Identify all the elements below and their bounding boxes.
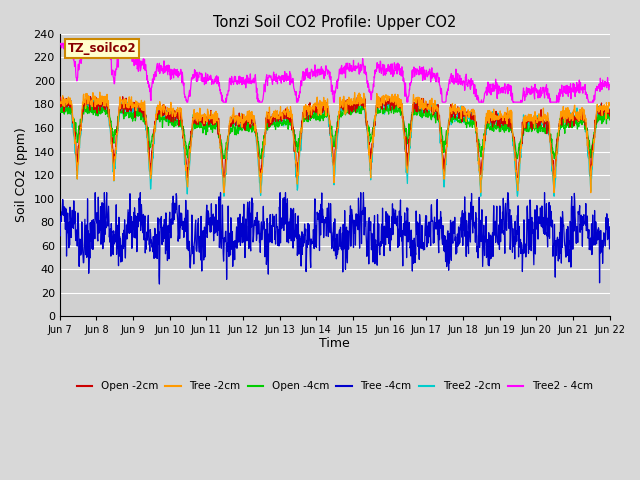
X-axis label: Time: Time [319, 336, 350, 349]
Title: Tonzi Soil CO2 Profile: Upper CO2: Tonzi Soil CO2 Profile: Upper CO2 [213, 15, 456, 30]
Text: TZ_soilco2: TZ_soilco2 [68, 42, 136, 55]
Y-axis label: Soil CO2 (ppm): Soil CO2 (ppm) [15, 128, 28, 222]
Legend: Open -2cm, Tree -2cm, Open -4cm, Tree -4cm, Tree2 -2cm, Tree2 - 4cm: Open -2cm, Tree -2cm, Open -4cm, Tree -4… [72, 377, 596, 396]
